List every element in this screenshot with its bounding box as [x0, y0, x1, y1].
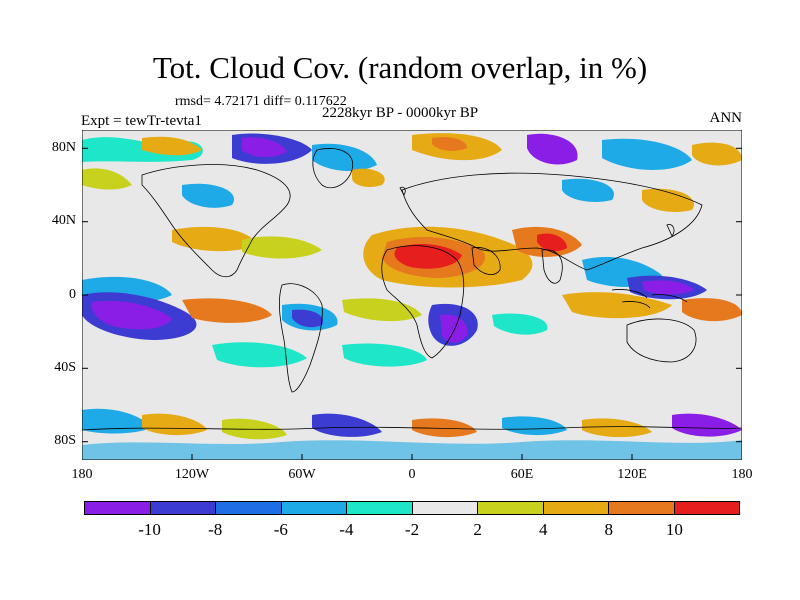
lat-label-80n: 80N [51, 140, 76, 155]
anomaly-map [82, 130, 742, 460]
lat-label-80s: 80S [54, 433, 76, 448]
colorbar-label: 10 [665, 520, 683, 539]
colorbar-label: -4 [339, 520, 354, 539]
period-text: 2228kyr BP - 0000kyr BP [322, 105, 479, 121]
colorbar [84, 501, 740, 515]
colorbar-segment [609, 502, 675, 514]
colorbar-label: -10 [138, 520, 161, 539]
tick-marks [82, 147, 742, 460]
lon-label-180e: 180 [731, 467, 753, 482]
lon-label-60w: 60W [288, 467, 316, 482]
lon-label-120w: 120W [174, 467, 210, 482]
lon-label-0: 0 [408, 467, 416, 482]
lon-label-120e: 120E [617, 467, 647, 482]
colorbar-segment [478, 502, 544, 514]
season-label: ANN [709, 110, 743, 126]
colorbar-label: -2 [404, 520, 420, 539]
colorbar-segment [412, 502, 478, 514]
colorbar-segment [150, 502, 216, 514]
experiment-label: Expt = tewTr-tevta1 [81, 113, 202, 129]
lat-label-0: 0 [69, 287, 76, 302]
lon-label-60e: 60E [510, 467, 534, 482]
colorbar-segment [281, 502, 347, 514]
lat-label-40n: 40N [51, 213, 76, 228]
lon-label-180w: 180 [71, 467, 93, 482]
colorbar-segment [347, 502, 413, 514]
map-title: Tot. Cloud Cov. (random overlap, in %) [152, 50, 648, 85]
colorbar-segment [674, 502, 739, 514]
colorbar-segment [543, 502, 609, 514]
stats-text: rmsd= 4.72171 diff= 0.117622 [175, 94, 347, 109]
anomaly-field [82, 133, 742, 460]
coastlines [82, 148, 742, 431]
colorbar-segment [85, 502, 151, 514]
colorbar-label: 8 [604, 520, 614, 539]
colorbar-segment [216, 502, 282, 514]
colorbar-label: 4 [538, 520, 548, 539]
lat-label-40s: 40S [54, 360, 76, 375]
colorbar-label: -8 [208, 520, 223, 539]
colorbar-label: 2 [473, 520, 482, 539]
colorbar-label: -6 [273, 520, 288, 539]
